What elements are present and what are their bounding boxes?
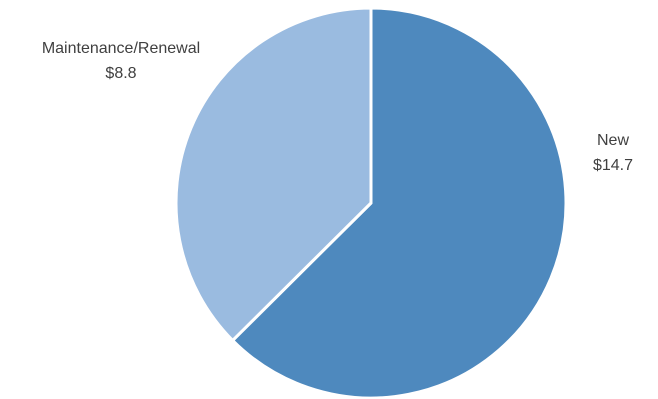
slice-label-maintenance-renewal-name: Maintenance/Renewal <box>42 40 200 57</box>
slice-label-maintenance-renewal-value: $8.8 <box>105 65 136 82</box>
pie-slice-maintenance-renewal <box>174 6 373 342</box>
pie-slices <box>174 6 568 399</box>
slice-label-new-name: New <box>597 132 629 149</box>
pie-slice-new <box>231 6 568 399</box>
slice-label-new-value: $14.7 <box>593 157 633 174</box>
